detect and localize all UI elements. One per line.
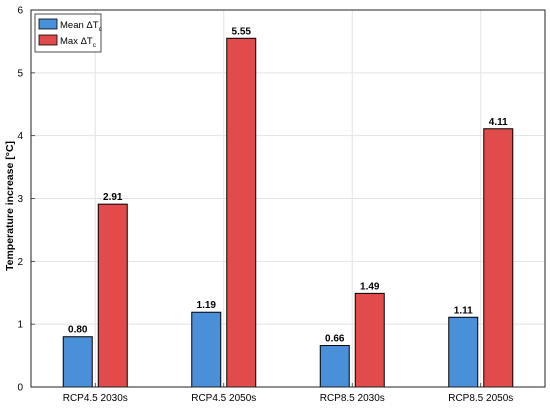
bar [319, 345, 350, 388]
y-tick-label: 3 [17, 194, 23, 205]
x-tick-label: RCP4.5 2030s [63, 393, 128, 404]
bar [62, 336, 93, 388]
data-label: 2.91 [103, 192, 123, 203]
y-axis-title: Temperature increase [°C] [4, 141, 16, 271]
axes: 0 1 2 3 4 5 6 RCP4.5 2030s RCP4.5 2050s RCP8.5 20… [17, 6, 546, 404]
plot-frame [30, 9, 546, 388]
bar [226, 37, 257, 388]
bars [62, 37, 514, 388]
data-label: 1.11 [454, 305, 473, 316]
y-tick-label: 1 [17, 320, 23, 331]
legend-swatch [38, 34, 58, 46]
y-tick-label: 0 [17, 383, 23, 394]
x-tick-label: RCP8.5 2050s [448, 393, 513, 404]
legend-swatch [38, 18, 58, 30]
bar [448, 316, 479, 388]
legend: Mean ΔTc Max ΔTc [34, 13, 103, 53]
x-tick-label: RCP4.5 2050s [191, 393, 256, 404]
x-tick-label: RCP8.5 2030s [320, 393, 385, 404]
data-label: 4.11 [489, 117, 508, 128]
data-label: 0.66 [325, 334, 345, 345]
legend-label: Mean ΔTc [60, 20, 103, 33]
y-tick-label: 4 [17, 131, 23, 142]
data-label: 1.19 [197, 300, 217, 311]
bar [191, 311, 222, 388]
legend-label: Max ΔTc [60, 36, 97, 49]
y-tick-label: 6 [17, 6, 23, 17]
y-tick-label: 5 [17, 68, 23, 79]
bar [354, 292, 385, 388]
data-label: 0.80 [68, 325, 88, 336]
bar [483, 128, 514, 388]
data-label: 5.55 [232, 26, 252, 37]
data-label: 1.49 [360, 281, 380, 292]
data-labels: 0.80 2.91 1.19 5.55 0.66 1.49 1.11 4.11 [68, 26, 508, 344]
y-tick-label: 2 [17, 257, 23, 268]
bar [97, 203, 128, 388]
